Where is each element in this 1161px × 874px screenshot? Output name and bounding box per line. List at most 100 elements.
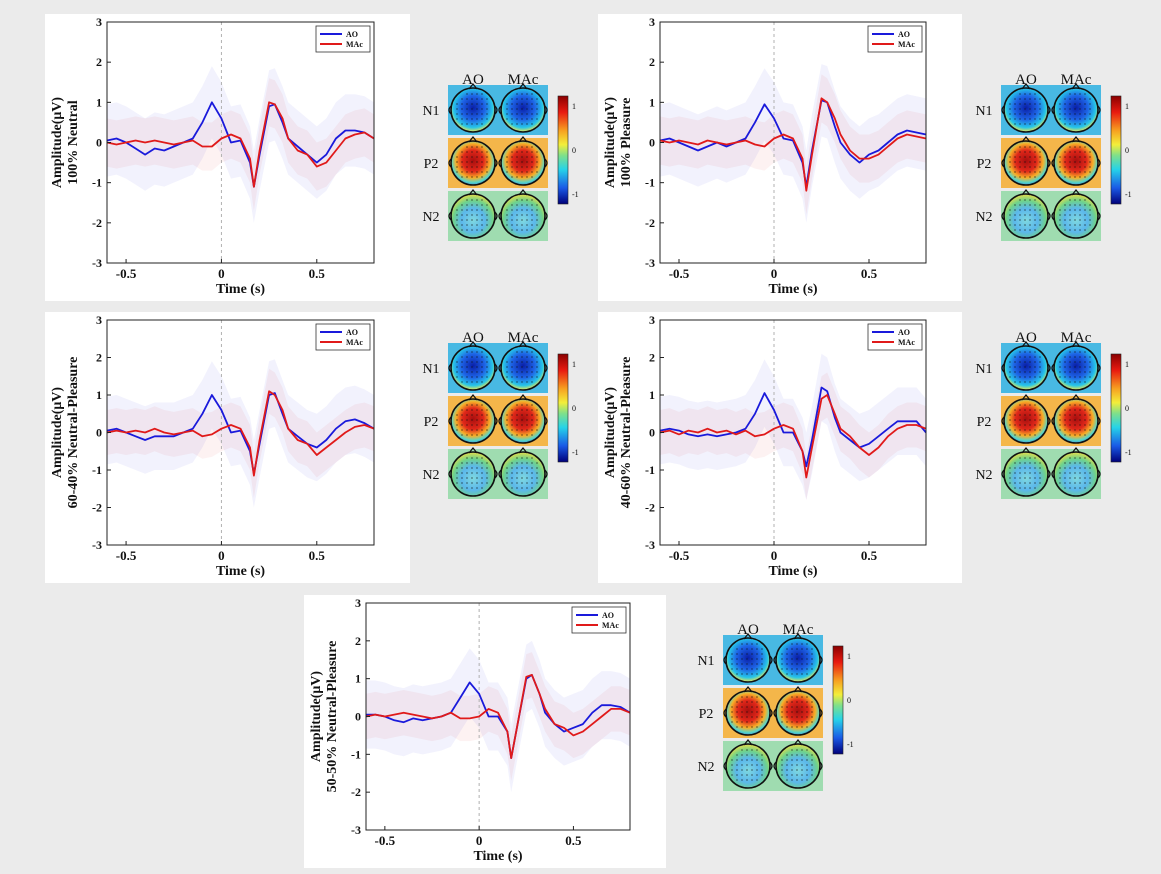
electrode-dot <box>1019 98 1021 100</box>
topomap-head <box>1053 193 1099 239</box>
electrode-dot <box>741 673 743 675</box>
electrode-dot <box>796 716 798 718</box>
electrode-dot <box>536 219 538 221</box>
electrode-dot <box>1074 434 1076 436</box>
electrode-dot <box>1089 98 1091 100</box>
electrode-dot <box>536 151 538 153</box>
electrode-dot <box>506 166 508 168</box>
electrode-dot <box>1029 93 1031 95</box>
electrode-dot <box>731 769 733 771</box>
electrode-dot <box>1069 113 1071 115</box>
colorbar-tick-label: 1 <box>572 102 576 111</box>
electrode-dot <box>1089 151 1091 153</box>
electrode-dot <box>751 643 753 645</box>
legend-box <box>315 323 371 351</box>
electrode-dot <box>526 166 528 168</box>
electrode-dot <box>1024 118 1026 120</box>
electrode-dot <box>1024 482 1026 484</box>
electrode-dot <box>521 224 523 226</box>
topomap-ear <box>1051 363 1055 373</box>
y-tick-label: -3 <box>645 538 655 552</box>
topomap-ear <box>448 158 452 168</box>
electrode-dot <box>1079 214 1081 216</box>
topomap-ear <box>1047 211 1051 221</box>
colorbar-tick-label: -1 <box>1125 190 1132 199</box>
x-tick-label: 0 <box>771 548 778 563</box>
electrode-dot <box>1039 366 1041 368</box>
electrode-dot <box>1084 381 1086 383</box>
electrode-dot <box>1034 361 1036 363</box>
electrode-dot <box>1039 108 1041 110</box>
electrode-dot <box>481 171 483 173</box>
electrode-dot <box>1089 171 1091 173</box>
legend-label-ao: AO <box>898 328 910 337</box>
electrode-dot <box>811 658 813 660</box>
electrode-dot <box>506 219 508 221</box>
electrode-dot <box>536 356 538 358</box>
x-tick-label: -0.5 <box>669 266 690 281</box>
electrode-dot <box>1084 123 1086 125</box>
electrode-dot <box>526 113 528 115</box>
electrode-dot <box>791 754 793 756</box>
topomap-head <box>450 193 496 239</box>
electrode-dot <box>1059 467 1061 469</box>
electrode-dot <box>1084 224 1086 226</box>
electrode-dot <box>791 759 793 761</box>
electrode-dot <box>1069 376 1071 378</box>
y-tick-label: -3 <box>92 538 102 552</box>
topomap-ear <box>769 708 773 718</box>
electrode-dot <box>761 663 763 665</box>
electrode-dot <box>1064 381 1066 383</box>
electrode-dot <box>536 204 538 206</box>
topomap-ear <box>773 761 777 771</box>
electrode-dot <box>1089 219 1091 221</box>
electrode-dot <box>471 434 473 436</box>
electrode-dot <box>1084 404 1086 406</box>
electrode-dot <box>1039 482 1041 484</box>
electrode-dot <box>736 648 738 650</box>
y-tick-label: 1 <box>96 95 102 109</box>
electrode-dot <box>461 487 463 489</box>
electrode-dot <box>1084 371 1086 373</box>
electrode-dot <box>1014 118 1016 120</box>
topomap-nose <box>518 394 528 401</box>
electrode-dot <box>486 477 488 479</box>
electrode-dot <box>741 721 743 723</box>
topomap-nose <box>468 83 478 90</box>
electrode-dot <box>781 759 783 761</box>
electrode-dot <box>466 487 468 489</box>
topomap-col-label: MAc <box>1061 72 1092 88</box>
topomap-nose <box>518 83 528 90</box>
electrode-dot <box>511 482 513 484</box>
electrode-dot <box>1034 356 1036 358</box>
electrode-dot <box>521 209 523 211</box>
electrode-dot <box>471 146 473 148</box>
electrode-dot <box>526 462 528 464</box>
electrode-dot <box>1069 409 1071 411</box>
electrode-dot <box>1079 381 1081 383</box>
electrode-dot <box>756 779 758 781</box>
electrode-dot <box>521 351 523 353</box>
electrode-dot <box>1089 462 1091 464</box>
x-tick-label: -0.5 <box>116 266 137 281</box>
electrode-dot <box>801 726 803 728</box>
topomap-nose <box>793 633 803 640</box>
topomap-ear <box>1047 469 1051 479</box>
electrode-dot <box>516 98 518 100</box>
electrode-dot <box>461 414 463 416</box>
electrode-dot <box>1024 156 1026 158</box>
electrode-dot <box>786 701 788 703</box>
electrode-dot <box>796 711 798 713</box>
electrode-dot <box>1039 371 1041 373</box>
electrode-dot <box>781 774 783 776</box>
electrode-dot <box>1074 171 1076 173</box>
electrode-dot <box>1024 98 1026 100</box>
colorbar-tick-label: 0 <box>572 146 576 155</box>
electrode-dot <box>1014 366 1016 368</box>
electrode-dot <box>1024 161 1026 163</box>
electrode-dot <box>1039 204 1041 206</box>
electrode-dot <box>516 351 518 353</box>
electrode-dot <box>746 754 748 756</box>
electrode-dot <box>536 424 538 426</box>
electrode-dot <box>1014 224 1016 226</box>
